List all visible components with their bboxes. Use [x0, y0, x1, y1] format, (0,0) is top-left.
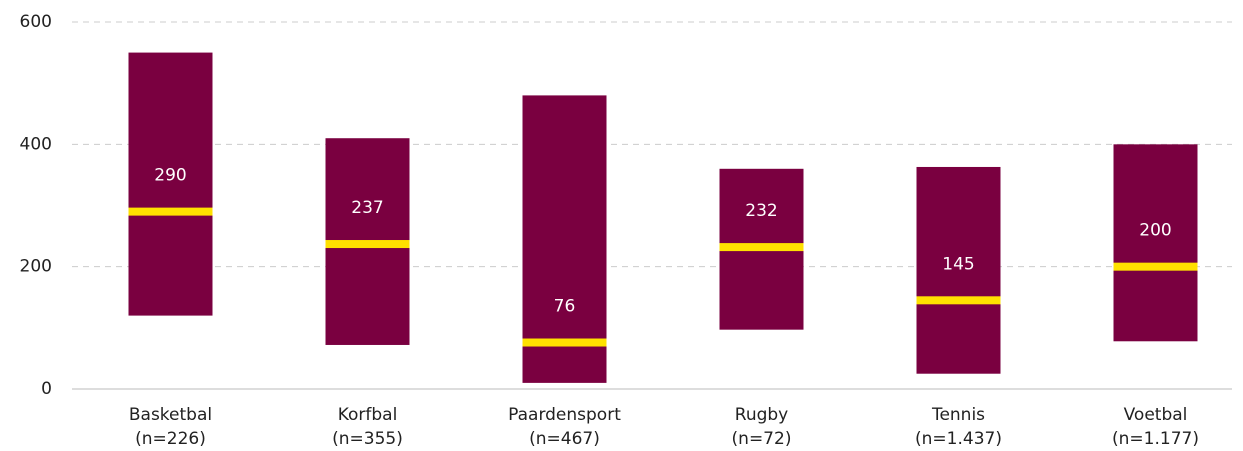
y-tick-label: 400: [20, 134, 52, 154]
x-tick-label: Basketbal: [129, 405, 212, 425]
median-label: 290: [154, 166, 186, 186]
median-line: [1113, 262, 1198, 271]
median-line: [522, 338, 607, 347]
median-label: 232: [745, 201, 777, 221]
median-label: 237: [351, 198, 383, 218]
x-tick-sublabel: (n=72): [732, 429, 792, 449]
range-bar: [128, 52, 213, 316]
median-label: 145: [942, 254, 974, 274]
x-tick-label: Tennis: [931, 405, 985, 425]
median-label: 76: [554, 297, 576, 317]
x-tick-sublabel: (n=1.177): [1112, 429, 1199, 449]
x-tick-sublabel: (n=467): [529, 429, 600, 449]
y-tick-label: 0: [41, 379, 52, 399]
range-bar: [916, 166, 1001, 374]
median-line: [128, 207, 213, 216]
x-tick-label: Rugby: [735, 405, 788, 425]
median-label: 200: [1139, 221, 1171, 241]
x-tick-label: Korfbal: [338, 405, 398, 425]
range-bar: [522, 95, 607, 383]
median-line: [916, 296, 1001, 305]
x-tick-label: Paardensport: [508, 405, 621, 425]
x-tick-label: Voetbal: [1124, 405, 1188, 425]
x-tick-sublabel: (n=1.437): [915, 429, 1002, 449]
x-tick-sublabel: (n=226): [135, 429, 206, 449]
x-tick-sublabel: (n=355): [332, 429, 403, 449]
median-line: [719, 243, 804, 252]
range-bar: [1113, 144, 1198, 342]
y-tick-label: 200: [20, 257, 52, 277]
y-tick-label: 600: [20, 12, 52, 32]
median-line: [325, 240, 410, 249]
